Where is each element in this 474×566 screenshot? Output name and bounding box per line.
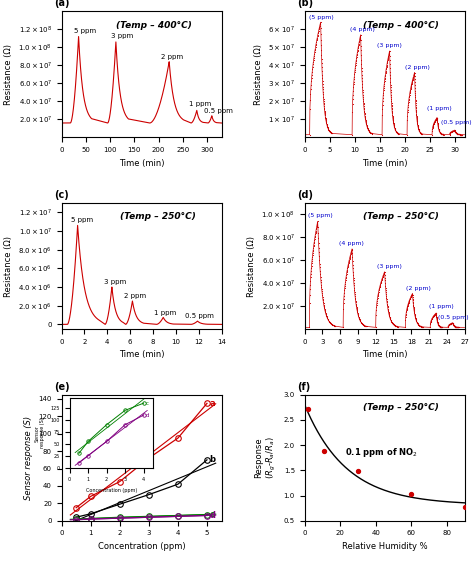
Text: (Temp – 400°C): (Temp – 400°C) <box>117 21 192 29</box>
Point <box>320 447 328 456</box>
Text: b: b <box>210 456 215 464</box>
Text: 0.1 ppm of NO$_2$: 0.1 ppm of NO$_2$ <box>345 446 418 459</box>
Text: 5 ppm: 5 ppm <box>74 28 96 34</box>
Y-axis label: Sensor response (S): Sensor response (S) <box>24 415 33 500</box>
Y-axis label: Resistance (Ω): Resistance (Ω) <box>254 44 263 105</box>
X-axis label: Time (min): Time (min) <box>362 350 407 359</box>
Text: (2 ppm): (2 ppm) <box>407 286 431 291</box>
Text: (f): (f) <box>297 381 310 392</box>
Text: 3 ppm: 3 ppm <box>104 279 126 285</box>
Text: (2 ppm): (2 ppm) <box>405 65 429 70</box>
Text: (4 ppm): (4 ppm) <box>350 27 374 32</box>
Text: (3 ppm): (3 ppm) <box>377 264 402 269</box>
Text: 2 ppm: 2 ppm <box>161 54 183 60</box>
Y-axis label: Resistance (Ω): Resistance (Ω) <box>4 235 13 297</box>
Text: (a): (a) <box>54 0 69 8</box>
Text: (Temp – 250°C): (Temp – 250°C) <box>119 212 195 221</box>
X-axis label: Time (min): Time (min) <box>119 158 164 168</box>
Text: (1 ppm): (1 ppm) <box>427 106 452 112</box>
X-axis label: Concentration (ppm): Concentration (ppm) <box>98 542 185 551</box>
Text: (c): (c) <box>54 190 68 200</box>
Text: (e): (e) <box>54 381 69 392</box>
Text: a: a <box>210 399 215 408</box>
Text: (Temp – 250°C): (Temp – 250°C) <box>363 403 438 411</box>
Text: (1 ppm): (1 ppm) <box>429 305 454 310</box>
Text: (4 ppm): (4 ppm) <box>339 241 364 246</box>
Text: (3 ppm): (3 ppm) <box>377 44 402 48</box>
Text: (0.5 ppm): (0.5 ppm) <box>438 315 468 320</box>
Point <box>304 404 312 413</box>
X-axis label: Relative Humidity %: Relative Humidity % <box>342 542 428 551</box>
Text: (Temp – 400°C): (Temp – 400°C) <box>363 21 438 29</box>
Text: (d): (d) <box>297 190 313 200</box>
Point <box>408 490 415 499</box>
Text: (5 ppm): (5 ppm) <box>308 213 332 218</box>
Y-axis label: Response
$(R_g$-$R_a/R_a)$: Response $(R_g$-$R_a/R_a)$ <box>254 436 278 479</box>
X-axis label: Time (min): Time (min) <box>362 158 407 168</box>
Text: 0.5 ppm: 0.5 ppm <box>185 314 214 319</box>
Y-axis label: Resistance (Ω): Resistance (Ω) <box>4 44 13 105</box>
X-axis label: Time (min): Time (min) <box>119 350 164 359</box>
Point <box>461 502 468 511</box>
Text: (5 ppm): (5 ppm) <box>309 15 333 20</box>
Text: c: c <box>210 510 214 519</box>
Point <box>354 467 362 476</box>
Text: (0.5 ppm): (0.5 ppm) <box>440 120 471 125</box>
Text: 3 ppm: 3 ppm <box>111 33 133 40</box>
Text: 2 ppm: 2 ppm <box>125 293 146 299</box>
Text: (Temp – 250°C): (Temp – 250°C) <box>363 212 438 221</box>
Text: (b): (b) <box>297 0 313 8</box>
Y-axis label: Resistance (Ω): Resistance (Ω) <box>247 235 256 297</box>
Text: 5 ppm: 5 ppm <box>71 217 93 222</box>
Text: 1 ppm: 1 ppm <box>154 310 176 316</box>
Text: 0.5 ppm: 0.5 ppm <box>204 108 233 114</box>
Text: 1 ppm: 1 ppm <box>189 101 211 107</box>
Text: d: d <box>210 511 215 520</box>
